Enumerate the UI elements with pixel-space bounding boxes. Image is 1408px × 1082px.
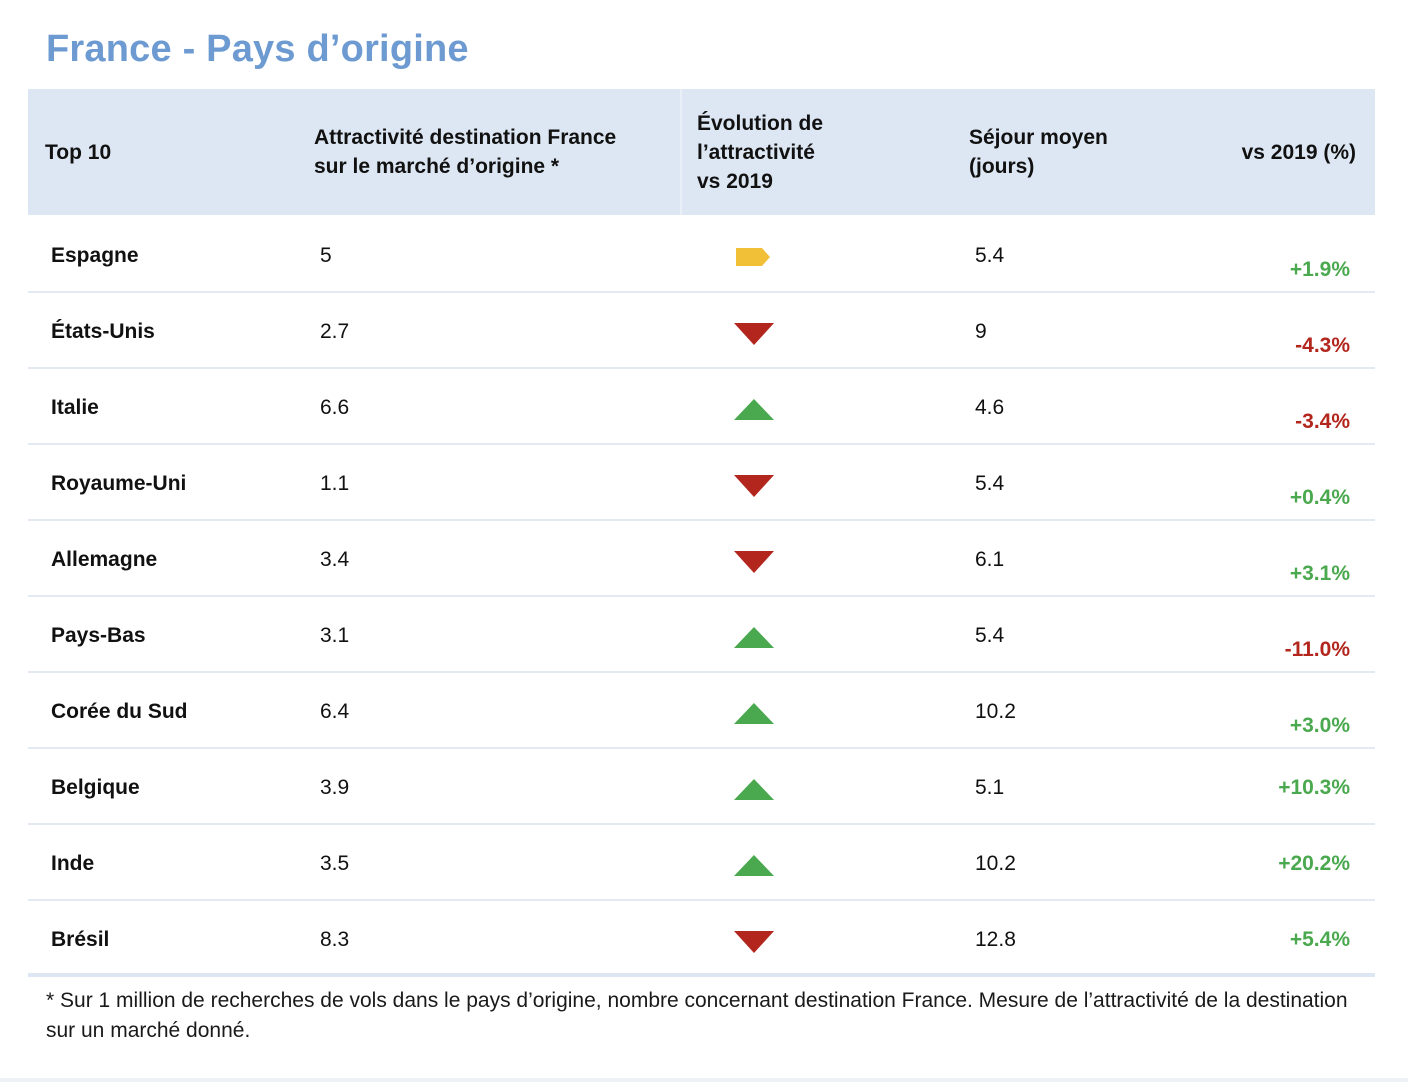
- attractivite-value: 3.5: [320, 852, 350, 875]
- triangle-down-icon: [734, 473, 774, 499]
- column-header-top10: Top 10: [45, 89, 245, 215]
- table-body: Espagne 5 5.4 +1.9% États-Unis 2.7 9 -4.3% Itali…: [28, 217, 1375, 977]
- country-name: Royaume-Uni: [51, 472, 187, 495]
- triangle-down-icon: [734, 549, 774, 575]
- table-row: Allemagne 3.4 6.1 +3.1%: [28, 521, 1375, 597]
- country-name: Corée du Sud: [51, 700, 188, 723]
- vs2019-value: +20.2%: [1278, 852, 1350, 875]
- vs2019-value: +10.3%: [1278, 776, 1350, 799]
- table-row: Inde 3.5 10.2 +20.2%: [28, 825, 1375, 901]
- column-header-sejour: Séjour moyen (jours): [969, 89, 1199, 215]
- country-name: Brésil: [51, 928, 110, 951]
- sejour-value: 10.2: [975, 700, 1016, 723]
- header-divider: [680, 89, 682, 215]
- column-header-evolution-label: Évolution de l’attractivité vs 2019: [697, 111, 823, 193]
- bottom-divider: [0, 1078, 1408, 1082]
- attractivite-value: 6.4: [320, 700, 350, 723]
- table-row: Italie 6.6 4.6 -3.4%: [28, 369, 1375, 445]
- table-row: Pays-Bas 3.1 5.4 -11.0%: [28, 597, 1375, 673]
- triangle-up-icon: [734, 853, 774, 879]
- flag-right-icon: [734, 245, 774, 271]
- vs2019-value: +1.9%: [1289, 258, 1350, 281]
- attractivite-value: 1.1: [320, 472, 350, 495]
- column-header-attractivite: Attractivité destination France sur le m…: [314, 89, 674, 215]
- vs2019-value: -4.3%: [1295, 334, 1350, 357]
- attractivite-value: 8.3: [320, 928, 350, 951]
- attractivite-value: 5: [320, 244, 332, 267]
- sejour-value: 5.1: [975, 776, 1005, 799]
- sejour-value: 5.4: [975, 244, 1005, 267]
- triangle-up-icon: [734, 701, 774, 727]
- vs2019-value: +5.4%: [1289, 928, 1350, 951]
- column-header-evolution: Évolution de l’attractivité vs 2019: [697, 89, 907, 215]
- country-name: Espagne: [51, 244, 139, 267]
- sejour-value: 5.4: [975, 624, 1005, 647]
- attractivite-value: 3.4: [320, 548, 350, 571]
- country-name: Pays-Bas: [51, 624, 146, 647]
- attractivite-value: 6.6: [320, 396, 350, 419]
- vs2019-value: +3.0%: [1289, 714, 1350, 737]
- footnote: * Sur 1 million de recherches de vols da…: [46, 989, 1348, 1042]
- vs2019-value: -11.0%: [1284, 638, 1350, 661]
- table-row: Belgique 3.9 5.1 +10.3%: [28, 749, 1375, 825]
- vs2019-value: +0.4%: [1289, 486, 1350, 509]
- column-header-vs2019: vs 2019 (%): [1178, 89, 1356, 215]
- triangle-up-icon: [734, 397, 774, 423]
- triangle-up-icon: [734, 625, 774, 651]
- sejour-value: 10.2: [975, 852, 1016, 875]
- triangle-down-icon: [734, 321, 774, 347]
- sejour-value: 9: [975, 320, 987, 343]
- country-name: Belgique: [51, 776, 140, 799]
- country-name: États-Unis: [51, 320, 155, 343]
- table-row: Brésil 8.3 12.8 +5.4%: [28, 901, 1375, 977]
- attractivite-value: 3.9: [320, 776, 350, 799]
- table-row: Corée du Sud 6.4 10.2 +3.0%: [28, 673, 1375, 749]
- triangle-up-icon: [734, 777, 774, 803]
- triangle-down-icon: [734, 929, 774, 955]
- vs2019-value: +3.1%: [1289, 562, 1350, 585]
- column-header-vs2019-label: vs 2019 (%): [1241, 140, 1356, 164]
- column-header-attractivite-label: Attractivité destination France sur le m…: [314, 126, 617, 178]
- column-header-sejour-label: Séjour moyen (jours): [969, 126, 1108, 178]
- sejour-value: 5.4: [975, 472, 1005, 495]
- sejour-value: 6.1: [975, 548, 1005, 571]
- attractivite-value: 2.7: [320, 320, 350, 343]
- table-row: États-Unis 2.7 9 -4.3%: [28, 293, 1375, 369]
- column-header-top10-label: Top 10: [45, 140, 112, 164]
- table-header: Top 10 Attractivité destination France s…: [28, 89, 1375, 215]
- country-name: Inde: [51, 852, 95, 875]
- sejour-value: 12.8: [975, 928, 1016, 951]
- vs2019-value: -3.4%: [1295, 410, 1350, 433]
- page-title: France - Pays d’origine: [46, 28, 469, 70]
- table-row: Royaume-Uni 1.1 5.4 +0.4%: [28, 445, 1375, 521]
- country-name: Allemagne: [51, 548, 158, 571]
- table-row: Espagne 5 5.4 +1.9%: [28, 217, 1375, 293]
- sejour-value: 4.6: [975, 396, 1005, 419]
- country-name: Italie: [51, 396, 99, 419]
- attractivite-value: 3.1: [320, 624, 350, 647]
